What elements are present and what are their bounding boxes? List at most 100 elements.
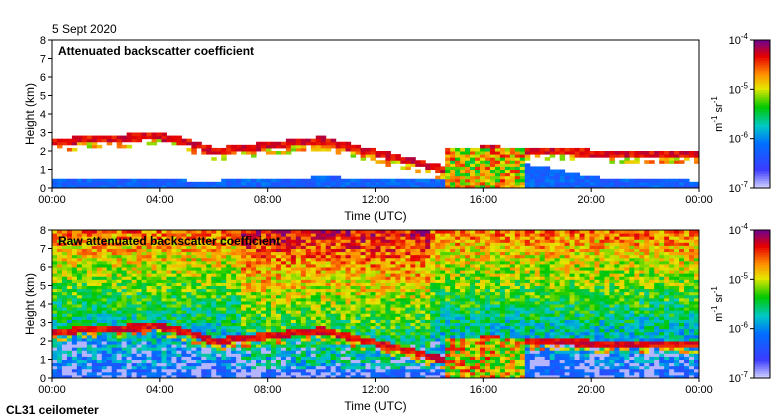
heatmap-cell [211, 236, 217, 240]
heatmap-cell [285, 254, 292, 259]
heatmap-cell [176, 230, 182, 234]
heatmap-cell [216, 267, 222, 271]
heatmap-cell [295, 319, 302, 323]
heatmap-cell [181, 297, 187, 302]
heatmap-cell [201, 184, 207, 189]
heatmap-cell [186, 362, 192, 367]
heatmap-cell [425, 260, 431, 265]
heatmap-cell [614, 151, 620, 155]
heatmap-cell [514, 169, 521, 174]
heatmap-cell [186, 147, 192, 152]
heatmap-cell [141, 279, 148, 283]
heatmap-cell [146, 313, 153, 317]
heatmap-cell [370, 260, 376, 265]
heatmap-cell [559, 178, 566, 183]
heatmap-cell [116, 334, 123, 339]
heatmap-cell [435, 294, 441, 299]
heatmap-cell [86, 294, 93, 299]
heatmap-cell [141, 350, 148, 354]
heatmap-cell [131, 307, 138, 311]
heatmap-cell [101, 263, 108, 268]
heatmap-cell [171, 288, 177, 293]
heatmap-cell [330, 334, 337, 339]
heatmap-cell [340, 285, 347, 290]
heatmap-cell [196, 371, 202, 376]
heatmap-cell [504, 175, 511, 180]
heatmap-cell [266, 300, 272, 305]
heatmap-cell [320, 233, 327, 237]
heatmap-cell [186, 316, 192, 320]
heatmap-cell [440, 368, 446, 373]
heatmap-cell [270, 184, 277, 189]
heatmap-cell [201, 260, 207, 265]
heatmap-cell [455, 276, 461, 280]
heatmap-cell [340, 362, 347, 367]
heatmap-cell [111, 257, 118, 262]
heatmap-cell [310, 263, 317, 268]
heatmap-cell [216, 353, 222, 357]
heatmap-cell [524, 175, 531, 180]
heatmap-cell [435, 291, 441, 296]
heatmap-cell [300, 141, 307, 146]
heatmap-cell [450, 337, 456, 342]
heatmap-cell [425, 300, 431, 305]
heatmap-cell [499, 163, 506, 167]
heatmap-cell [56, 304, 63, 308]
heatmap-cell [380, 184, 386, 189]
heatmap-cell [141, 365, 148, 370]
heatmap-cell [141, 285, 148, 290]
heatmap-cell [66, 325, 73, 330]
heatmap-cell [305, 316, 312, 320]
heatmap-cell [91, 230, 98, 234]
heatmap-cell [564, 184, 571, 189]
heatmap-cell [246, 350, 252, 354]
heatmap-cell [275, 310, 282, 314]
heatmap-cell [136, 297, 143, 302]
heatmap-cell [280, 350, 287, 354]
heatmap-cell [494, 175, 501, 180]
heatmap-cell [305, 319, 312, 323]
heatmap-cell [221, 181, 227, 186]
heatmap-cell [201, 356, 207, 360]
heatmap-cell [52, 374, 58, 379]
heatmap-cell [196, 239, 202, 243]
heatmap-cell [365, 368, 372, 373]
heatmap-cell [350, 334, 357, 339]
heatmap-cell [191, 151, 197, 155]
heatmap-cell [86, 297, 93, 302]
heatmap-cell [564, 151, 571, 155]
heatmap-cell [216, 325, 222, 330]
heatmap-cell [599, 184, 605, 189]
heatmap-cell [91, 254, 98, 259]
heatmap-cell [330, 291, 337, 296]
heatmap-cell [355, 319, 362, 323]
heatmap-cell [335, 184, 342, 189]
heatmap-cell [61, 288, 68, 293]
heatmap-cell [574, 175, 581, 180]
heatmap-cell [370, 362, 376, 367]
heatmap-cell [360, 184, 367, 189]
heatmap-cell [320, 254, 327, 259]
heatmap-cell [290, 267, 297, 271]
heatmap-cell [166, 291, 172, 296]
heatmap-cell [156, 276, 162, 280]
heatmap-cell [251, 236, 257, 240]
heatmap-cell [91, 313, 98, 317]
heatmap-cell [241, 325, 247, 330]
heatmap-cell [315, 331, 322, 336]
heatmap-cell [430, 260, 436, 265]
heatmap-cell [450, 273, 456, 277]
heatmap-cell [390, 341, 396, 345]
heatmap-cell [216, 316, 222, 320]
heatmap-cell [579, 154, 586, 158]
heatmap-cell [375, 337, 381, 342]
heatmap-cell [86, 341, 93, 345]
heatmap-cell [340, 297, 347, 302]
heatmap-cell [61, 230, 68, 234]
heatmap-cell [350, 331, 357, 336]
heatmap-cell [61, 337, 68, 342]
heatmap-cell [176, 316, 182, 320]
heatmap-cell [420, 260, 426, 265]
heatmap-cell [206, 181, 212, 186]
heatmap-cell [91, 310, 98, 314]
